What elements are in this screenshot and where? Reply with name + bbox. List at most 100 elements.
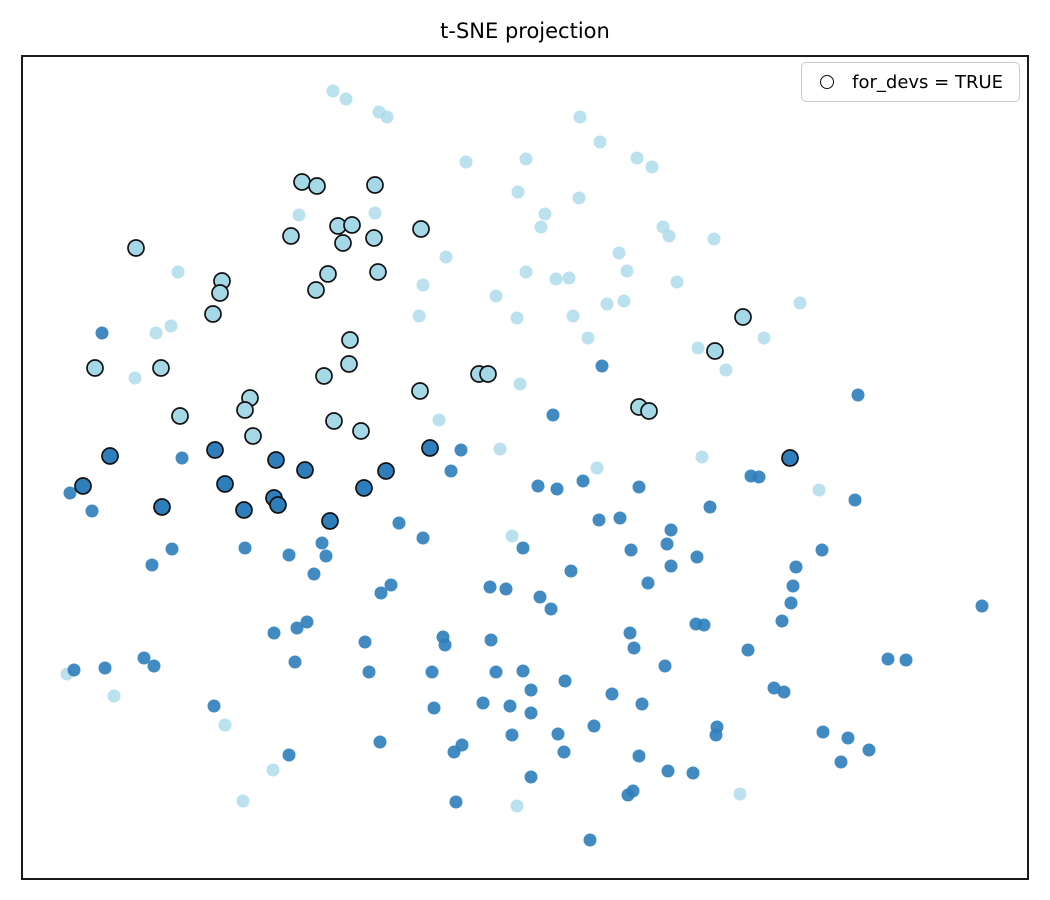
data-point	[789, 560, 803, 574]
data-point	[505, 529, 519, 543]
data-point	[550, 482, 564, 496]
data-point	[899, 653, 913, 667]
data-point	[613, 511, 627, 525]
data-point	[175, 451, 189, 465]
data-point	[513, 377, 527, 391]
data-point	[211, 284, 229, 302]
data-point	[624, 543, 638, 557]
data-point	[107, 689, 121, 703]
data-point	[557, 745, 571, 759]
data-point	[319, 265, 337, 283]
data-point	[321, 512, 339, 530]
data-point	[206, 441, 224, 459]
data-point	[368, 206, 382, 220]
data-point	[851, 388, 865, 402]
data-point	[411, 382, 429, 400]
data-point	[812, 483, 826, 497]
data-point	[775, 614, 789, 628]
data-point	[587, 719, 601, 733]
data-point	[516, 541, 530, 555]
data-point	[531, 479, 545, 493]
data-point	[626, 784, 640, 798]
data-point	[439, 250, 453, 264]
data-point	[484, 633, 498, 647]
data-point	[664, 523, 678, 537]
data-point	[510, 311, 524, 325]
data-point	[282, 548, 296, 562]
data-point	[358, 635, 372, 649]
data-point	[369, 263, 387, 281]
data-point	[300, 615, 314, 629]
data-point	[781, 449, 799, 467]
data-point	[171, 265, 185, 279]
data-point	[505, 728, 519, 742]
data-point	[605, 687, 619, 701]
data-point	[292, 208, 306, 222]
data-point	[128, 371, 142, 385]
data-point	[352, 422, 370, 440]
data-point	[590, 461, 604, 475]
data-point	[786, 579, 800, 593]
data-point	[216, 475, 234, 493]
data-point	[266, 763, 280, 777]
data-point	[425, 665, 439, 679]
data-point	[707, 232, 721, 246]
data-point	[355, 479, 373, 497]
plot-area	[21, 55, 1029, 880]
data-point	[538, 207, 552, 221]
data-point	[881, 652, 895, 666]
data-point	[632, 749, 646, 763]
data-point	[524, 770, 538, 784]
data-point	[709, 728, 723, 742]
data-point	[267, 626, 281, 640]
data-point	[366, 176, 384, 194]
data-point	[412, 309, 426, 323]
data-point	[483, 580, 497, 594]
data-point	[627, 641, 641, 655]
data-point	[662, 229, 676, 243]
data-point	[757, 331, 771, 345]
data-point	[641, 576, 655, 590]
data-point	[236, 794, 250, 808]
data-point	[67, 663, 81, 677]
data-point	[658, 659, 672, 673]
data-point	[573, 110, 587, 124]
legend: for_devs = TRUE	[801, 62, 1020, 102]
data-point	[533, 590, 547, 604]
data-point	[733, 787, 747, 801]
data-point	[592, 513, 606, 527]
data-point	[416, 531, 430, 545]
data-point	[152, 359, 170, 377]
data-point	[741, 643, 755, 657]
data-point	[815, 543, 829, 557]
data-point	[816, 725, 830, 739]
data-point	[752, 470, 766, 484]
data-point	[489, 289, 503, 303]
data-point	[630, 151, 644, 165]
data-point	[95, 326, 109, 340]
data-point	[238, 541, 252, 555]
data-point	[308, 177, 326, 195]
data-point	[392, 516, 406, 530]
data-point	[519, 265, 533, 279]
data-point	[600, 297, 614, 311]
data-point	[841, 731, 855, 745]
data-point	[315, 536, 329, 550]
data-point	[544, 602, 558, 616]
data-point	[207, 699, 221, 713]
data-point	[449, 795, 463, 809]
data-point	[524, 706, 538, 720]
data-point	[534, 220, 548, 234]
data-point	[623, 626, 637, 640]
data-point	[645, 160, 659, 174]
data-point	[617, 294, 631, 308]
data-point	[74, 477, 92, 495]
data-point	[307, 567, 321, 581]
data-point	[365, 229, 383, 247]
data-point	[412, 220, 430, 238]
data-point	[153, 498, 171, 516]
data-point	[235, 501, 253, 519]
data-point	[267, 451, 285, 469]
data-point	[695, 450, 709, 464]
